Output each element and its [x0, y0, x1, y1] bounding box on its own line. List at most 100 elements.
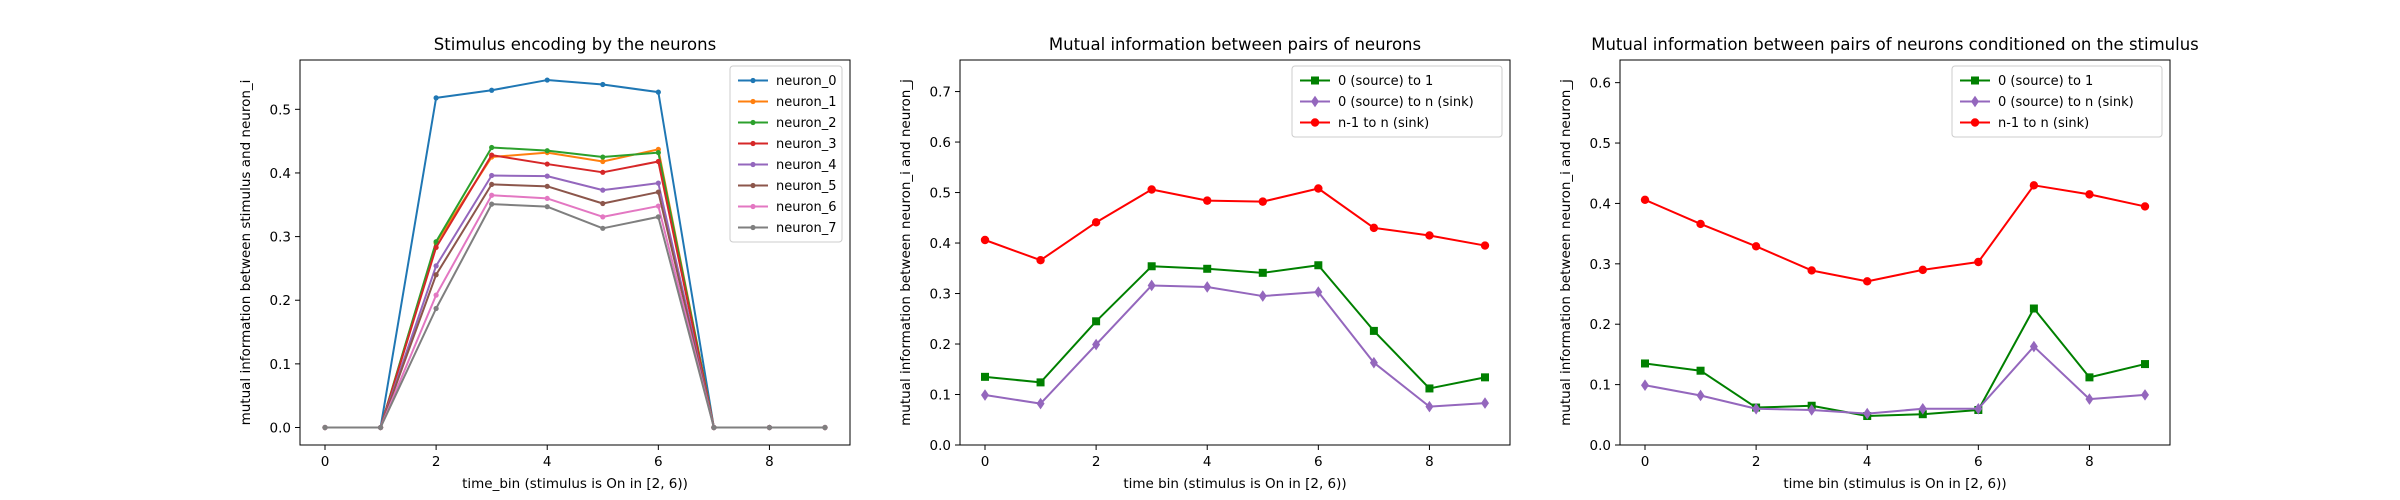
legend-label: n-1 to n (sink) — [1998, 116, 2089, 131]
data-point — [711, 424, 717, 431]
data-point — [544, 161, 550, 167]
data-point — [433, 292, 439, 298]
x-tick-label: 4 — [543, 454, 552, 470]
data-point — [655, 180, 661, 186]
data-point — [1974, 402, 1983, 415]
data-point — [2085, 373, 2094, 382]
data-point — [2029, 304, 2038, 313]
data-point — [489, 201, 495, 207]
data-point — [544, 173, 550, 179]
y-tick-label: 0.0 — [1590, 438, 1611, 454]
data-point — [1147, 262, 1156, 271]
data-point — [600, 187, 606, 193]
data-point — [1036, 378, 1045, 387]
data-point — [1036, 397, 1045, 410]
y-tick-label: 0.4 — [1590, 196, 1611, 212]
y-tick-label: 0.3 — [1590, 257, 1611, 273]
axes-frame — [299, 59, 851, 446]
data-point — [2141, 389, 2149, 401]
x-tick-label: 8 — [765, 454, 774, 470]
data-point — [1314, 261, 1323, 270]
x-axis-label: time bin (stimulus is On in [2, 6)) — [1123, 476, 1346, 492]
data-point — [433, 239, 439, 245]
data-point — [1640, 195, 1650, 205]
data-point — [655, 214, 661, 220]
series-line-1 — [1644, 307, 2146, 418]
y-tick-label: 0.1 — [930, 388, 951, 404]
y-tick-label: 0.5 — [1590, 136, 1611, 152]
legend-marker — [1310, 118, 1320, 127]
data-point — [600, 225, 606, 231]
legend-label: 0 (source) to n (sink) — [1998, 95, 2134, 110]
x-tick-label: 0 — [321, 454, 330, 470]
x-axis-label: time_bin (stimulus is On in [2, 6)) — [462, 476, 688, 492]
data-point — [544, 195, 550, 202]
x-tick-label: 2 — [1752, 454, 1761, 470]
chart-3: Mutual information between pairs of neur… — [1558, 35, 2199, 492]
data-point — [766, 424, 773, 431]
data-point — [2085, 393, 2094, 405]
series-group — [980, 184, 1490, 413]
legend: neuron_0 neuron_1 neuron_2 neuron_3 neuron_4… — [729, 65, 843, 243]
legend-label: neuron_5 — [776, 179, 837, 194]
legend-label: neuron_7 — [776, 221, 837, 236]
legend-marker — [1971, 95, 1979, 108]
data-point — [1863, 277, 1872, 286]
legend-label: neuron_3 — [776, 137, 837, 152]
axes-frame — [959, 59, 1511, 446]
data-point — [1641, 359, 1649, 368]
data-point — [1314, 286, 1323, 298]
data-point — [2029, 340, 2038, 353]
data-point — [655, 149, 661, 156]
y-tick-label: 0.1 — [270, 357, 291, 373]
data-point — [1147, 185, 1156, 194]
series-group — [322, 77, 828, 431]
data-point — [1751, 242, 1761, 251]
data-point — [655, 189, 661, 195]
y-axis-label: mutual information between stimulus and … — [238, 80, 254, 426]
data-point — [433, 244, 439, 251]
x-tick-label: 0 — [981, 454, 990, 470]
y-tick-label: 0.2 — [1590, 317, 1611, 333]
x-tick-label: 8 — [1425, 454, 1434, 470]
legend-marker — [750, 119, 756, 126]
data-point — [1696, 219, 1705, 229]
chart-1: Stimulus encoding by the neurons 0 2 4 6 8 0.0… — [238, 35, 851, 492]
x-tick-label: 2 — [1092, 454, 1101, 470]
data-point — [600, 154, 606, 160]
data-point — [1752, 402, 1761, 415]
legend-marker — [750, 203, 756, 210]
data-point — [1807, 266, 1816, 275]
data-point — [1258, 197, 1267, 206]
legend-label: neuron_1 — [776, 95, 837, 110]
data-point — [1203, 264, 1212, 273]
legend-label: neuron_4 — [776, 158, 837, 173]
x-tick-label: 0 — [1641, 454, 1650, 470]
data-point — [655, 203, 661, 209]
x-axis-label: time bin (stimulus is On in [2, 6)) — [1783, 476, 2006, 492]
legend-label: 0 (source) to 1 — [1998, 74, 2093, 89]
data-point — [1258, 268, 1267, 277]
data-point — [544, 148, 550, 154]
data-point — [1036, 256, 1045, 265]
legend-marker — [1311, 95, 1319, 108]
data-point — [1369, 356, 1378, 369]
y-tick-label: 0.5 — [270, 102, 291, 118]
data-point — [1425, 400, 1434, 413]
y-tick-label: 0.4 — [930, 236, 951, 252]
x-tick-label: 8 — [2085, 454, 2094, 470]
data-point — [1807, 404, 1816, 416]
legend-label: neuron_0 — [776, 74, 837, 89]
legend-marker — [750, 161, 756, 168]
legend-marker — [750, 77, 756, 84]
legend-marker — [1311, 76, 1319, 85]
y-tick-label: 0.3 — [930, 287, 951, 303]
legend-marker — [1970, 118, 1980, 127]
data-point — [544, 77, 550, 83]
data-point — [489, 192, 495, 198]
data-point — [1481, 373, 1489, 382]
data-point — [600, 214, 606, 220]
data-point — [1425, 231, 1434, 240]
chart-title: Mutual information between pairs of neur… — [1591, 35, 2199, 54]
data-point — [433, 305, 439, 312]
